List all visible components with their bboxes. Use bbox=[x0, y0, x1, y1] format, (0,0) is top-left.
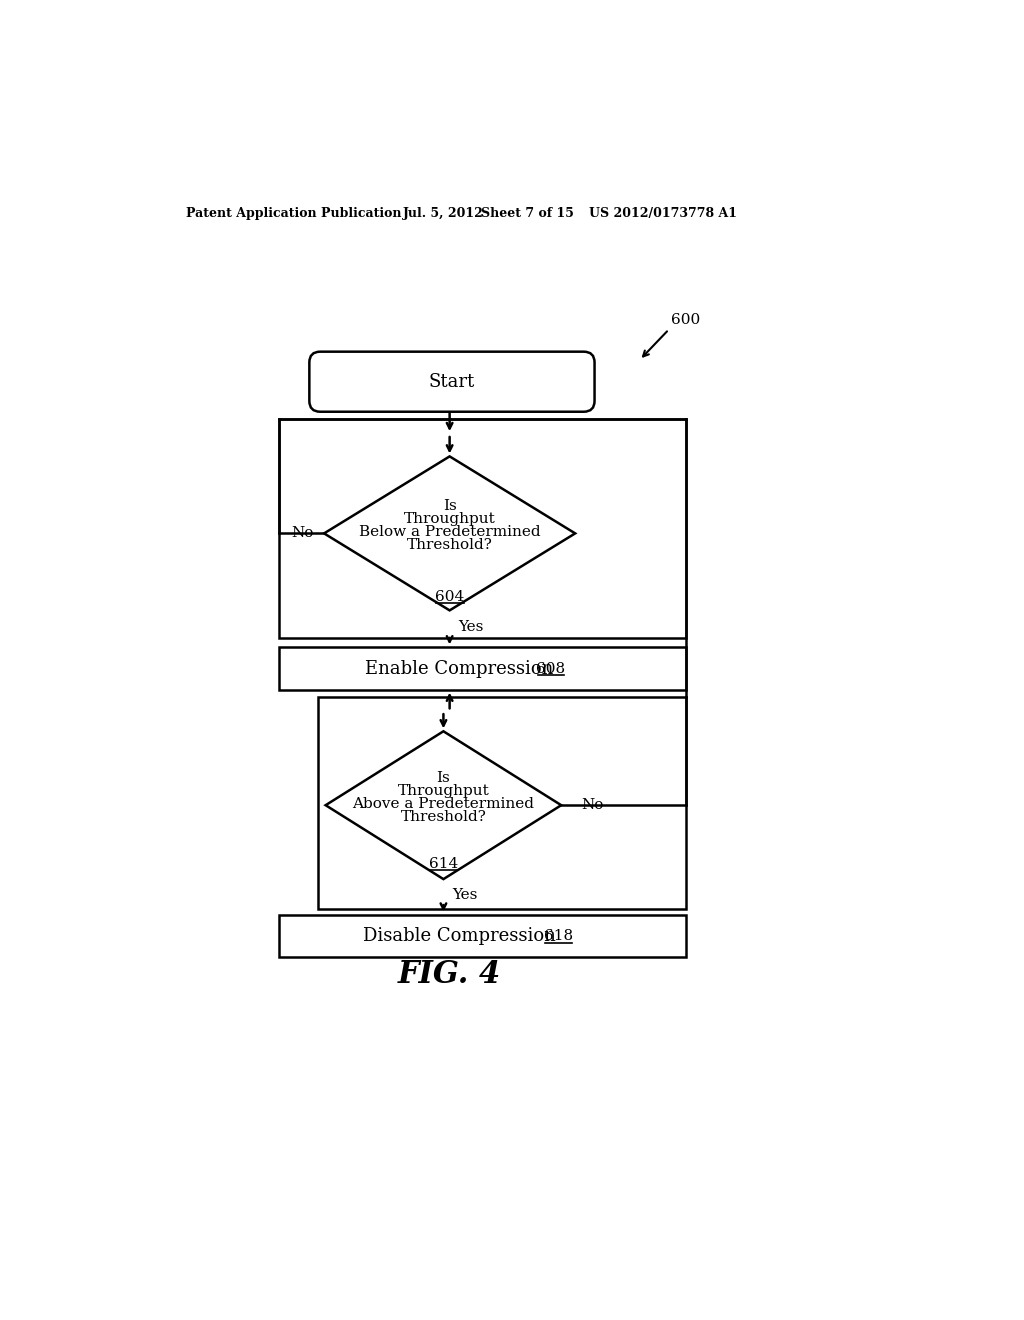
Text: Jul. 5, 2012: Jul. 5, 2012 bbox=[403, 207, 484, 220]
Polygon shape bbox=[326, 731, 561, 879]
Bar bbox=[280, 418, 686, 638]
Text: Throughput: Throughput bbox=[397, 784, 489, 799]
Text: Disable Compression: Disable Compression bbox=[362, 927, 556, 945]
Text: Above a Predetermined: Above a Predetermined bbox=[352, 797, 535, 810]
Bar bbox=[280, 647, 686, 689]
Text: 600: 600 bbox=[671, 313, 699, 327]
Text: US 2012/0173778 A1: US 2012/0173778 A1 bbox=[589, 207, 737, 220]
Text: Yes: Yes bbox=[453, 887, 478, 902]
Text: 618: 618 bbox=[544, 929, 573, 942]
FancyBboxPatch shape bbox=[309, 351, 595, 412]
Text: Sheet 7 of 15: Sheet 7 of 15 bbox=[480, 207, 573, 220]
Text: No: No bbox=[291, 527, 313, 540]
Text: Is: Is bbox=[436, 771, 451, 785]
Text: Yes: Yes bbox=[459, 620, 484, 635]
Polygon shape bbox=[324, 457, 575, 610]
Text: 604: 604 bbox=[435, 590, 464, 603]
Text: Patent Application Publication: Patent Application Publication bbox=[186, 207, 401, 220]
Text: Threshold?: Threshold? bbox=[407, 539, 493, 552]
Text: Throughput: Throughput bbox=[403, 512, 496, 527]
Text: Threshold?: Threshold? bbox=[400, 810, 486, 824]
Text: Enable Compression: Enable Compression bbox=[366, 660, 554, 677]
Text: No: No bbox=[581, 799, 603, 812]
Text: FIG. 4: FIG. 4 bbox=[398, 960, 502, 990]
Bar bbox=[280, 915, 686, 957]
Text: 614: 614 bbox=[429, 857, 458, 871]
Text: Below a Predetermined: Below a Predetermined bbox=[358, 525, 541, 540]
Text: Start: Start bbox=[429, 372, 475, 391]
Text: 608: 608 bbox=[537, 661, 565, 676]
Bar bbox=[317, 697, 686, 909]
Text: Is: Is bbox=[442, 499, 457, 513]
